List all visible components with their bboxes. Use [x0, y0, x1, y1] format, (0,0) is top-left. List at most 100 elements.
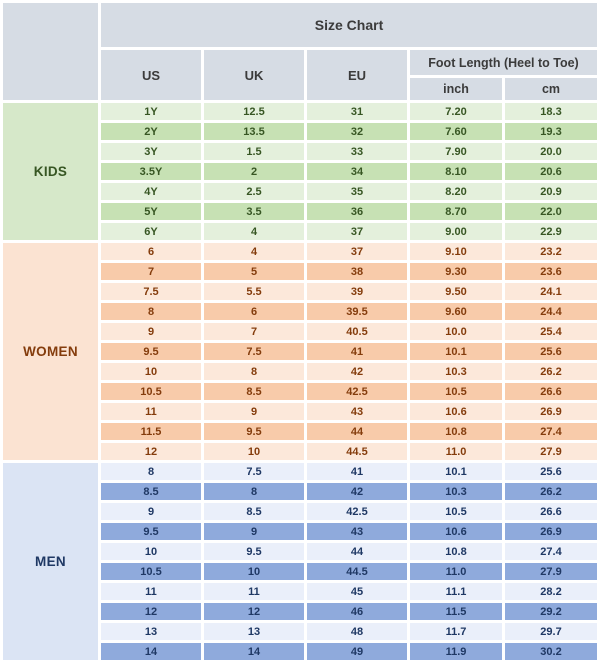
- size-cell: 18.3: [505, 103, 598, 120]
- size-cell: 44: [307, 423, 407, 440]
- section-label-kids: KIDS: [3, 103, 98, 240]
- size-cell: 7.5: [101, 283, 201, 300]
- size-cell: 26.2: [505, 483, 598, 500]
- size-cell: 37: [307, 223, 407, 240]
- size-cell: 11: [101, 403, 201, 420]
- size-cell: 13: [204, 623, 304, 640]
- size-cell: 10.1: [410, 343, 502, 360]
- sub-header-inch: inch: [410, 78, 502, 100]
- table-row: 2Y 13.5 32 7.60 19.3: [3, 123, 598, 140]
- size-cell: 43: [307, 403, 407, 420]
- size-cell: 27.4: [505, 543, 598, 560]
- size-cell: 9.5: [101, 523, 201, 540]
- size-cell: 8: [101, 303, 201, 320]
- table-row: 10 8 42 10.3 26.2: [3, 363, 598, 380]
- size-cell: 41: [307, 463, 407, 480]
- size-cell: 10.3: [410, 363, 502, 380]
- size-cell: 10.5: [101, 383, 201, 400]
- size-cell: 11: [204, 583, 304, 600]
- size-cell: 8.20: [410, 183, 502, 200]
- table-row: 9.5 9 43 10.6 26.9: [3, 523, 598, 540]
- size-cell: 1.5: [204, 143, 304, 160]
- size-cell: 26.6: [505, 503, 598, 520]
- size-cell: 19.3: [505, 123, 598, 140]
- size-cell: 44.5: [307, 443, 407, 460]
- size-cell: 9.00: [410, 223, 502, 240]
- size-cell: 8.70: [410, 203, 502, 220]
- size-cell: 8.5: [204, 503, 304, 520]
- size-cell: 14: [204, 643, 304, 660]
- size-cell: 3.5: [204, 203, 304, 220]
- size-cell: 44: [307, 543, 407, 560]
- size-cell: 23.6: [505, 263, 598, 280]
- size-cell: 9.50: [410, 283, 502, 300]
- size-cell: 10: [204, 443, 304, 460]
- table-row: MEN 8 7.5 41 10.1 25.6: [3, 463, 598, 660]
- size-cell: 4: [204, 223, 304, 240]
- size-cell: 9.30: [410, 263, 502, 280]
- size-cell: 25.4: [505, 323, 598, 340]
- size-cell: 10.6: [410, 403, 502, 420]
- size-cell: 9: [101, 503, 201, 520]
- size-cell: 3Y: [101, 143, 201, 160]
- size-cell: 4Y: [101, 183, 201, 200]
- table-row: 7.5 5.5 39 9.50 24.1: [3, 283, 598, 300]
- table-row: 9 8.5 42.5 10.5 26.6: [3, 503, 598, 520]
- size-cell: 36: [307, 203, 407, 220]
- size-cell: 25.6: [505, 343, 598, 360]
- table-row: 11 9 43 10.6 26.9: [3, 403, 598, 420]
- column-header-eu: EU: [307, 50, 407, 100]
- size-cell: 2: [204, 163, 304, 180]
- size-cell: 8: [101, 463, 201, 480]
- size-cell: 8.10: [410, 163, 502, 180]
- size-cell: 14: [101, 643, 201, 660]
- size-cell: 20.9: [505, 183, 598, 200]
- size-cell: 12: [204, 603, 304, 620]
- size-cell: 27.4: [505, 423, 598, 440]
- table-row: 12 10 44.5 11.0 27.9: [3, 443, 598, 460]
- size-cell: 49: [307, 643, 407, 660]
- size-cell: 29.7: [505, 623, 598, 640]
- size-cell: 35: [307, 183, 407, 200]
- size-cell: 7.20: [410, 103, 502, 120]
- size-cell: 20.0: [505, 143, 598, 160]
- size-cell: 22.9: [505, 223, 598, 240]
- size-cell: 9: [101, 323, 201, 340]
- size-cell: 10.6: [410, 523, 502, 540]
- size-cell: 12: [101, 603, 201, 620]
- column-group-header-foot-length: Foot Length (Heel to Toe): [410, 50, 598, 75]
- size-cell: 26.2: [505, 363, 598, 380]
- size-cell: 27.9: [505, 563, 598, 580]
- table-row: 11.5 9.5 44 10.8 27.4: [3, 423, 598, 440]
- size-cell: 7.90: [410, 143, 502, 160]
- size-cell: 10.5: [101, 563, 201, 580]
- table-row: 3.5Y 2 34 8.10 20.6: [3, 163, 598, 180]
- size-cell: 10.8: [410, 423, 502, 440]
- size-cell: 7: [101, 263, 201, 280]
- size-cell: 26.9: [505, 523, 598, 540]
- size-cell: 32: [307, 123, 407, 140]
- size-cell: 11.5: [410, 603, 502, 620]
- size-cell: 5Y: [101, 203, 201, 220]
- size-cell: 6: [204, 303, 304, 320]
- size-cell: 42.5: [307, 503, 407, 520]
- table-row: 4Y 2.5 35 8.20 20.9: [3, 183, 598, 200]
- size-cell: 3.5Y: [101, 163, 201, 180]
- size-cell: 31: [307, 103, 407, 120]
- column-header-row: US UK EU Foot Length (Heel to Toe): [3, 50, 598, 100]
- size-cell: 10.3: [410, 483, 502, 500]
- table-row: 9 7 40.5 10.0 25.4: [3, 323, 598, 340]
- size-cell: 11: [101, 583, 201, 600]
- table-row: 10 9.5 44 10.8 27.4: [3, 543, 598, 560]
- title-row: Size Chart: [3, 3, 598, 100]
- size-cell: 5.5: [204, 283, 304, 300]
- size-cell: 42.5: [307, 383, 407, 400]
- size-cell: 13: [101, 623, 201, 640]
- table-row: 5Y 3.5 36 8.70 22.0: [3, 203, 598, 220]
- size-cell: 39.5: [307, 303, 407, 320]
- size-cell: 11.1: [410, 583, 502, 600]
- size-cell: 10: [101, 543, 201, 560]
- size-cell: 23.2: [505, 243, 598, 260]
- size-cell: 13.5: [204, 123, 304, 140]
- size-cell: 7.5: [204, 463, 304, 480]
